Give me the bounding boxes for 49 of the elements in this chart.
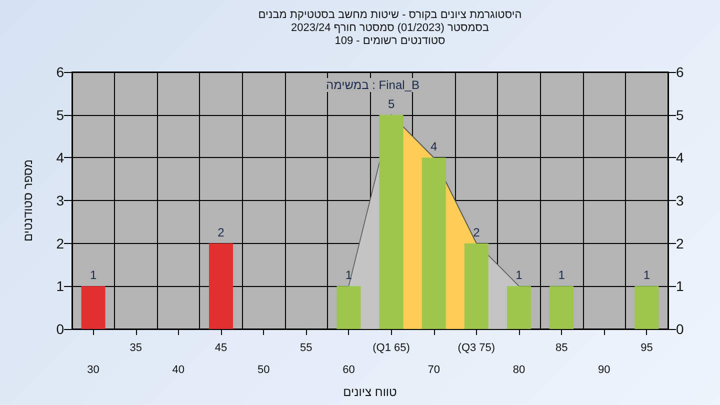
bar bbox=[209, 243, 233, 329]
y2-tick-label: 2 bbox=[676, 235, 684, 252]
y2-tick-label: 5 bbox=[676, 106, 684, 123]
bar bbox=[464, 243, 488, 329]
bar bbox=[81, 286, 106, 329]
bar bbox=[336, 286, 361, 329]
y-tick-label: 3 bbox=[56, 192, 64, 208]
y-tick-label: 5 bbox=[56, 106, 64, 123]
data-label: 2 bbox=[218, 225, 225, 240]
y2-tick-label: 0 bbox=[676, 321, 684, 337]
data-label: 1 bbox=[558, 268, 566, 282]
data-label: 2 bbox=[473, 225, 480, 240]
y-tick-label: 1 bbox=[56, 278, 64, 294]
x-tick-label: 95 bbox=[640, 342, 653, 354]
y-tick-label: 2 bbox=[56, 235, 64, 252]
x-tick-label: 30 bbox=[87, 364, 100, 376]
x-tick-label: 45 bbox=[214, 342, 228, 354]
chart-subtitle: בסמסטר (01/2023) סמסטר חורף 2023/24 סטודנטים רשומים - 109 bbox=[290, 22, 490, 48]
x-tick-label: 85 bbox=[555, 342, 568, 354]
x-tick-label: 35 bbox=[130, 342, 142, 354]
y2-tick-label: 3 bbox=[676, 192, 684, 208]
y-tick-label: 6 bbox=[56, 64, 64, 80]
y2-tick-label: 1 bbox=[676, 278, 684, 294]
y2-tick-label: 6 bbox=[676, 64, 684, 80]
x-tick-label: (Q1 65) bbox=[372, 342, 410, 354]
data-label: 1 bbox=[90, 268, 97, 282]
chart-title: היסטוגרמת ציונים בקורס - שיטות מחשב בסטטיקת מבנים bbox=[257, 9, 523, 22]
x-tick-label: 60 bbox=[342, 364, 355, 376]
x-tick-label: 50 bbox=[257, 364, 270, 376]
annotation: במשימה : Final_B bbox=[326, 78, 420, 92]
x-tick-label: 80 bbox=[512, 364, 526, 376]
data-label: 1 bbox=[643, 268, 650, 282]
data-label: 4 bbox=[430, 140, 438, 154]
bar bbox=[550, 286, 574, 329]
x-tick-label: 40 bbox=[172, 364, 185, 376]
x-tick-label: (Q3 75) bbox=[458, 342, 496, 354]
y2-tick-label: 4 bbox=[676, 150, 684, 166]
x-tick-label: 55 bbox=[300, 342, 312, 354]
y-axis-title: מספר סטודנטים bbox=[21, 159, 35, 242]
x-tick-label: 70 bbox=[428, 364, 440, 376]
bar bbox=[634, 286, 659, 329]
x-tick-label: 90 bbox=[598, 364, 610, 376]
data-label: 1 bbox=[516, 268, 523, 282]
x-axis-title: טווח ציונים bbox=[343, 384, 398, 399]
data-label: 1 bbox=[345, 268, 352, 282]
data-label: 5 bbox=[388, 96, 395, 111]
bar bbox=[507, 286, 531, 329]
y-tick-label: 0 bbox=[56, 321, 64, 337]
y-tick-label: 4 bbox=[56, 150, 64, 166]
